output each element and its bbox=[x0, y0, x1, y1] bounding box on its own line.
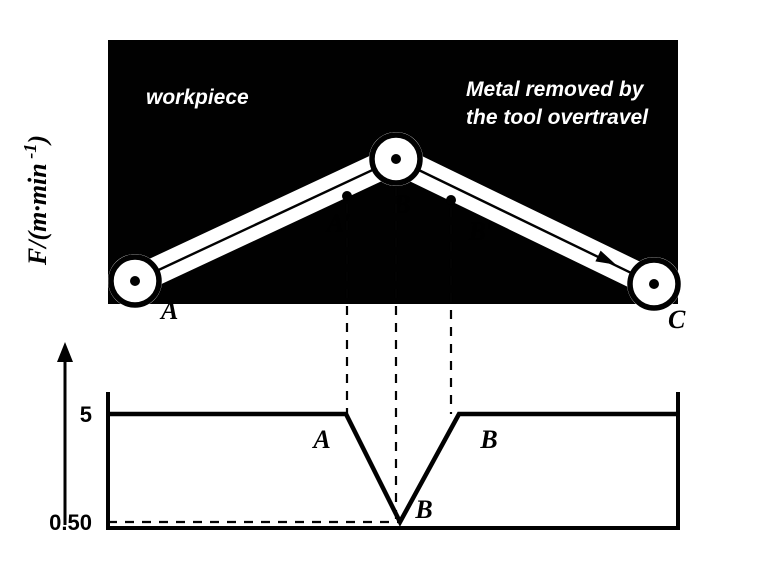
annot-overtravel-1: Metal removed by bbox=[466, 78, 645, 101]
ytick-low: 0.50 bbox=[49, 510, 92, 535]
ytick-high: 5 bbox=[80, 402, 92, 427]
annot-overtravel-2: the tool overtravel bbox=[466, 106, 649, 129]
label-b-chart-bottom: B bbox=[414, 495, 432, 524]
label-b-chart-top: B bbox=[479, 425, 497, 454]
label-c: C bbox=[668, 305, 686, 334]
label-a: A bbox=[159, 296, 178, 325]
point-a-prime bbox=[342, 191, 352, 201]
label-a-chart: A bbox=[311, 425, 330, 454]
point-b-prime bbox=[446, 195, 456, 205]
annot-workpiece: workpiece bbox=[146, 86, 249, 109]
label-b-prime: B′ bbox=[468, 217, 494, 246]
